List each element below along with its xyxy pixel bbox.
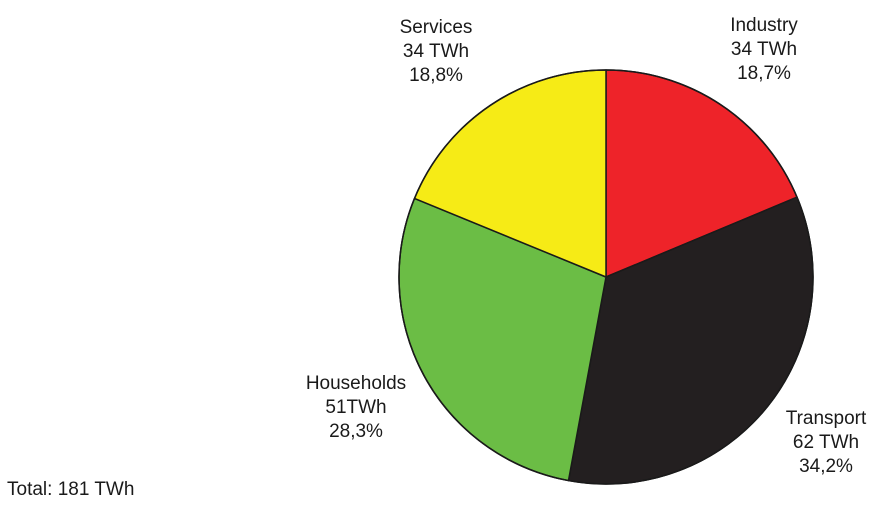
slice-value-text-industry: 34 TWh bbox=[731, 39, 797, 60]
slice-label-transport: Transport bbox=[786, 408, 867, 429]
slice-value-text-households: 51TWh bbox=[325, 397, 386, 418]
slice-label-households: Households 51TWh 28,3% bbox=[306, 373, 406, 442]
slice-label-services: Services 34 TWh 18,8% bbox=[400, 17, 473, 86]
slice-label-industry: Industry 34 TWh 18,7% bbox=[730, 15, 798, 84]
pie-outline bbox=[398, 69, 814, 485]
slice-label-transport: Transport 62 TWh 34,2% bbox=[786, 408, 867, 477]
slice-percent-text-transport: 34,2% bbox=[799, 456, 853, 477]
slice-label-households: Households bbox=[306, 373, 406, 394]
slice-percent-text-services: 18,8% bbox=[409, 65, 463, 86]
slice-label-services: Services bbox=[400, 17, 473, 38]
slice-value-text-transport: 62 TWh bbox=[793, 432, 859, 453]
total-label: Total: 181 TWh bbox=[7, 479, 135, 500]
slice-label-industry: Industry bbox=[730, 15, 798, 36]
slice-percent-text-industry: 18,7% bbox=[737, 63, 791, 84]
slice-value-text-services: 34 TWh bbox=[403, 41, 469, 62]
slice-percent-text-households: 28,3% bbox=[329, 421, 383, 442]
